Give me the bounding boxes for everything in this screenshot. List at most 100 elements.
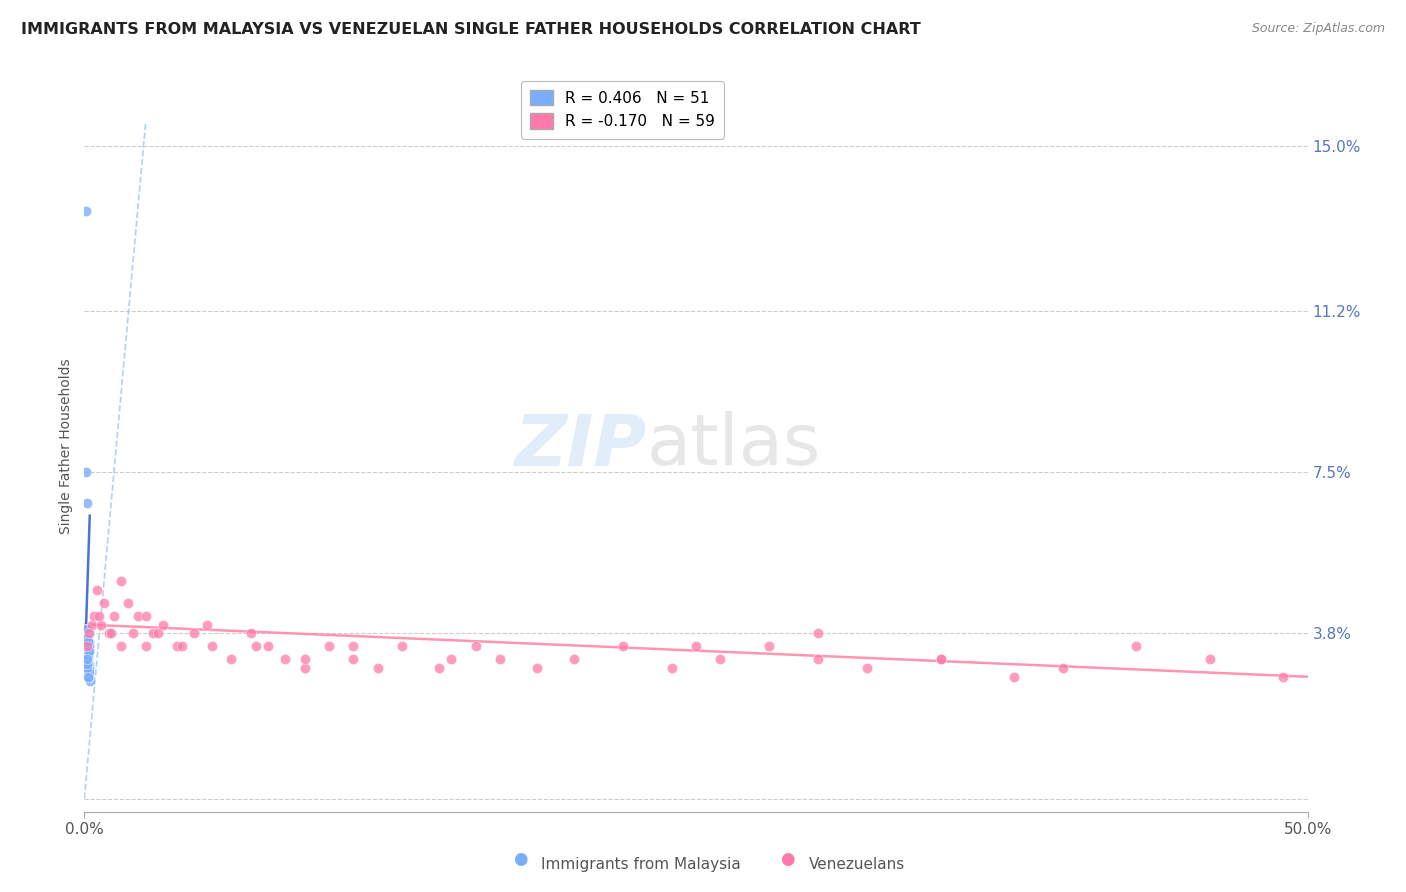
Point <box>1002 670 1025 684</box>
Point <box>83 608 105 623</box>
Point <box>239 626 262 640</box>
Point <box>77 635 100 649</box>
Point <box>195 617 218 632</box>
Text: IMMIGRANTS FROM MALAYSIA VS VENEZUELAN SINGLE FATHER HOUSEHOLDS CORRELATION CHAR: IMMIGRANTS FROM MALAYSIA VS VENEZUELAN S… <box>21 22 921 37</box>
Point <box>77 643 100 657</box>
Point <box>76 661 98 675</box>
Point <box>76 643 98 657</box>
Point <box>464 640 486 654</box>
Point <box>76 652 98 666</box>
Point <box>76 640 98 654</box>
Point <box>257 640 280 654</box>
Point <box>807 652 830 666</box>
Point <box>135 640 157 654</box>
Point <box>110 640 132 654</box>
Point <box>294 661 316 675</box>
Point <box>76 631 98 645</box>
Point <box>76 631 98 645</box>
Point <box>97 626 120 640</box>
Point <box>76 635 98 649</box>
Point <box>152 617 174 632</box>
Text: ●: ● <box>513 850 527 868</box>
Point <box>76 631 98 645</box>
Point <box>77 657 100 671</box>
Point <box>103 608 125 623</box>
Point <box>685 640 707 654</box>
Point <box>146 626 169 640</box>
Point <box>77 626 100 640</box>
Point <box>391 640 413 654</box>
Point <box>86 582 108 597</box>
Point <box>1198 652 1220 666</box>
Point <box>929 652 952 666</box>
Point <box>1272 670 1295 684</box>
Point <box>77 670 100 684</box>
Point <box>87 608 110 623</box>
Point <box>77 626 100 640</box>
Point <box>77 643 100 657</box>
Point <box>342 652 364 666</box>
Point <box>76 661 98 675</box>
Point <box>142 626 165 640</box>
Point <box>318 640 340 654</box>
Point <box>342 640 364 654</box>
Point <box>76 657 98 671</box>
Point <box>77 670 100 684</box>
Point <box>75 465 97 479</box>
Point <box>245 640 267 654</box>
Point <box>76 635 98 649</box>
Point <box>122 626 145 640</box>
Point <box>76 652 98 666</box>
Point <box>172 640 194 654</box>
Point <box>110 574 132 588</box>
Text: Source: ZipAtlas.com: Source: ZipAtlas.com <box>1251 22 1385 36</box>
Point <box>75 648 97 662</box>
Point <box>77 661 100 675</box>
Point <box>219 652 242 666</box>
Point <box>79 674 101 689</box>
Point <box>76 626 98 640</box>
Point <box>661 661 683 675</box>
Point <box>76 652 98 666</box>
Point <box>526 661 548 675</box>
Point <box>367 661 389 675</box>
Point <box>489 652 512 666</box>
Point <box>76 622 98 636</box>
Point <box>709 652 731 666</box>
Point <box>77 670 100 684</box>
Text: Immigrants from Malaysia: Immigrants from Malaysia <box>541 857 741 872</box>
Point <box>75 203 97 218</box>
Text: ●: ● <box>780 850 794 868</box>
Point <box>76 657 98 671</box>
Point <box>76 648 98 662</box>
Point <box>77 665 100 680</box>
Point <box>183 626 205 640</box>
Point <box>76 622 98 636</box>
Point <box>117 596 139 610</box>
Point <box>76 640 98 654</box>
Point <box>76 648 98 662</box>
Point <box>77 665 100 680</box>
Point <box>562 652 585 666</box>
Point <box>274 652 297 666</box>
Point <box>1125 640 1147 654</box>
Point <box>166 640 188 654</box>
Point <box>77 643 100 657</box>
Point <box>75 652 97 666</box>
Point <box>75 640 97 654</box>
Point <box>75 622 97 636</box>
Point <box>79 657 101 671</box>
Point <box>77 640 100 654</box>
Point <box>76 635 98 649</box>
Point <box>76 635 98 649</box>
Point <box>76 631 98 645</box>
Point <box>100 626 122 640</box>
Point <box>77 665 100 680</box>
Text: Venezuelans: Venezuelans <box>808 857 904 872</box>
Point <box>427 661 450 675</box>
Y-axis label: Single Father Households: Single Father Households <box>59 359 73 533</box>
Point <box>76 643 98 657</box>
Point <box>135 608 157 623</box>
Point <box>807 626 830 640</box>
Point <box>612 640 634 654</box>
